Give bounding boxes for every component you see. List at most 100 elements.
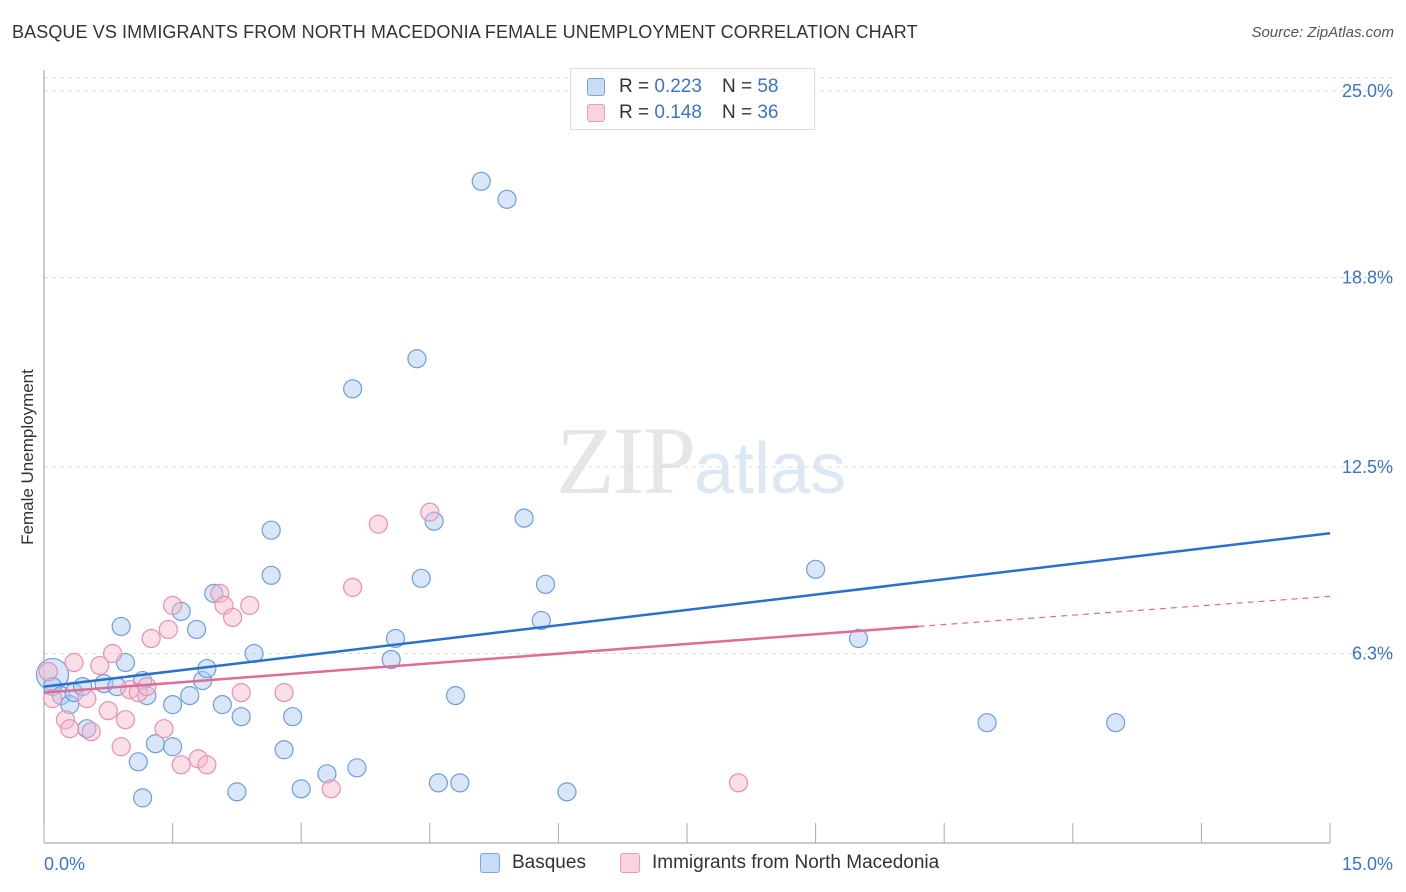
point-macedonia	[90, 655, 110, 676]
point-basques	[187, 619, 207, 640]
point-basques	[557, 782, 577, 802]
point-basques	[132, 788, 153, 808]
point-macedonia	[343, 577, 363, 597]
point-basques	[163, 695, 183, 715]
point-basques	[212, 695, 232, 715]
point-macedonia	[210, 583, 230, 603]
y-tick-label: 18.8%	[1342, 268, 1393, 288]
point-macedonia	[163, 595, 183, 615]
legend-item-basques: Basques	[480, 852, 586, 874]
point-basques	[450, 773, 470, 793]
legend-item-macedonia: Immigrants from North Macedonia	[620, 852, 939, 874]
y-axis-label: Female Unemployment	[18, 369, 37, 545]
watermark-atlas: atlas	[694, 429, 847, 509]
legend-n-value-macedonia: 36	[757, 102, 779, 123]
trendline-macedonia-extrapolated	[918, 595, 1331, 628]
point-basques	[343, 379, 363, 399]
point-macedonia	[728, 773, 749, 793]
legend-label-basques: Basques	[512, 852, 586, 873]
point-macedonia	[141, 628, 161, 649]
point-macedonia	[98, 701, 118, 721]
point-basques	[497, 189, 517, 209]
point-basques	[445, 686, 466, 706]
point-macedonia	[231, 683, 251, 703]
point-macedonia	[64, 652, 84, 673]
point-macedonia	[77, 689, 97, 709]
point-basques	[411, 568, 431, 588]
point-basques	[163, 737, 183, 757]
point-macedonia	[368, 514, 388, 534]
point-basques	[514, 508, 534, 528]
point-macedonia	[60, 719, 80, 739]
y-tick-label: 6.3%	[1352, 644, 1393, 664]
point-macedonia	[42, 689, 63, 709]
point-macedonia	[158, 619, 178, 640]
point-macedonia	[137, 676, 157, 697]
point-basques	[283, 707, 303, 727]
point-macedonia	[55, 710, 76, 730]
point-basques	[180, 686, 200, 706]
point-basques	[977, 713, 997, 733]
trendline-basques	[43, 531, 1331, 688]
point-basques	[407, 349, 427, 369]
point-basques	[848, 628, 869, 649]
watermark: ZIPatlas	[556, 405, 846, 516]
point-macedonia	[171, 755, 191, 775]
point-macedonia	[321, 779, 341, 799]
point-basques	[535, 574, 556, 594]
point-macedonia	[115, 710, 136, 730]
legend-row-basques: R = 0.223 N = 58	[587, 75, 778, 99]
point-macedonia	[420, 502, 440, 522]
legend-n-label: N =	[721, 76, 753, 97]
source-credit: Source: ZipAtlas.com	[1251, 24, 1394, 41]
point-basques	[111, 616, 131, 637]
x-tick-label: 15.0%	[1342, 854, 1393, 874]
legend-swatch-basques	[587, 78, 605, 96]
point-macedonia	[197, 755, 217, 775]
point-basques	[261, 565, 281, 585]
point-macedonia	[38, 661, 58, 682]
watermark-zip: ZIP	[556, 407, 696, 514]
point-basques	[128, 752, 148, 772]
point-macedonia	[274, 683, 294, 703]
point-macedonia	[102, 643, 123, 664]
point-basques	[227, 782, 247, 802]
legend-r-label: R =	[619, 76, 650, 97]
point-basques	[381, 649, 401, 670]
trendline-macedonia	[43, 625, 919, 694]
legend-swatch-macedonia	[587, 104, 605, 122]
series-legend: Basques Immigrants from North Macedonia	[0, 852, 1406, 878]
point-basques	[60, 695, 80, 715]
legend-r-value-macedonia: 0.148	[654, 102, 702, 123]
legend-swatch-macedonia	[620, 853, 640, 873]
point-basques	[805, 559, 826, 579]
legend-swatch-basques	[480, 853, 500, 873]
y-tick-label: 12.5%	[1342, 457, 1393, 477]
chart-title: BASQUE VS IMMIGRANTS FROM NORTH MACEDONI…	[12, 22, 918, 42]
legend-r-value-basques: 0.223	[654, 76, 702, 97]
point-basques	[317, 764, 337, 784]
legend-row-macedonia: R = 0.148 N = 36	[587, 101, 778, 125]
point-basques	[231, 707, 251, 727]
point-macedonia	[223, 607, 243, 628]
legend-r-label: R =	[619, 102, 650, 123]
legend-label-macedonia: Immigrants from North Macedonia	[652, 852, 940, 873]
point-basques	[274, 740, 294, 760]
y-tick-label: 25.0%	[1342, 81, 1393, 101]
point-basques	[347, 758, 367, 778]
point-basques	[428, 773, 448, 793]
point-macedonia	[81, 722, 101, 742]
legend-n-label: N =	[721, 102, 753, 123]
correlation-legend: R = 0.223 N = 58 R = 0.148 N = 36	[570, 68, 815, 130]
point-basques	[261, 520, 281, 540]
point-macedonia	[154, 719, 174, 739]
point-basques	[1106, 713, 1126, 733]
point-basques	[471, 171, 491, 191]
point-basques	[291, 779, 311, 799]
point-basques	[531, 610, 551, 631]
point-macedonia	[240, 595, 260, 615]
point-macedonia	[111, 737, 131, 757]
point-basques	[424, 511, 444, 531]
x-tick-label: 0.0%	[44, 854, 85, 874]
